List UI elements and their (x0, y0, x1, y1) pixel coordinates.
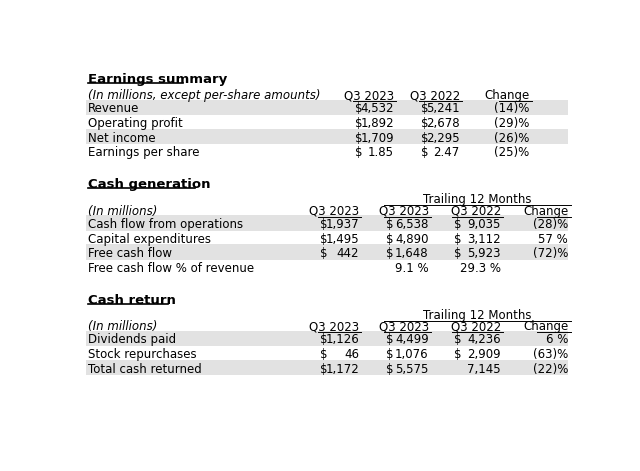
Text: 1,076: 1,076 (395, 348, 429, 361)
Text: (22)%: (22)% (533, 363, 568, 376)
Text: Q3 2022: Q3 2022 (451, 320, 501, 333)
Text: Net income: Net income (88, 131, 156, 145)
Text: Q3 2023: Q3 2023 (344, 89, 394, 102)
Text: Change: Change (523, 205, 568, 218)
Text: $: $ (355, 117, 363, 130)
Text: 1,937: 1,937 (325, 218, 359, 231)
Text: (In millions): (In millions) (88, 320, 157, 333)
Text: Dividends paid: Dividends paid (88, 333, 176, 346)
Text: 9.1 %: 9.1 % (395, 262, 429, 275)
Text: 7,145: 7,145 (467, 363, 501, 376)
Text: Change: Change (484, 89, 529, 102)
Text: $: $ (386, 348, 394, 361)
Text: $: $ (320, 218, 328, 231)
Text: $: $ (355, 102, 363, 115)
Text: (26)%: (26)% (494, 131, 529, 145)
Text: $: $ (454, 233, 462, 245)
Text: 2,678: 2,678 (426, 117, 460, 130)
Text: 1,495: 1,495 (325, 233, 359, 245)
Text: 9,035: 9,035 (467, 218, 501, 231)
Text: $: $ (386, 233, 394, 245)
Text: $: $ (386, 218, 394, 231)
Text: $: $ (320, 363, 328, 376)
Text: Cash generation: Cash generation (88, 178, 211, 191)
Text: Cash flow from operations: Cash flow from operations (88, 218, 243, 231)
Text: $: $ (386, 247, 394, 260)
Text: Trailing 12 Months: Trailing 12 Months (422, 309, 531, 322)
Text: 5,241: 5,241 (426, 102, 460, 115)
Text: (In millions, except per-share amounts): (In millions, except per-share amounts) (88, 89, 320, 102)
Text: 4,499: 4,499 (395, 333, 429, 346)
Text: Capital expenditures: Capital expenditures (88, 233, 211, 245)
Text: $: $ (421, 102, 429, 115)
Text: Total cash returned: Total cash returned (88, 363, 202, 376)
Text: 4,236: 4,236 (467, 333, 501, 346)
Text: (72)%: (72)% (533, 247, 568, 260)
Text: Q3 2023: Q3 2023 (309, 320, 359, 333)
Text: $: $ (454, 247, 462, 260)
Text: 4,532: 4,532 (360, 102, 394, 115)
Text: Q3 2022: Q3 2022 (410, 89, 460, 102)
Text: 6 %: 6 % (546, 333, 568, 346)
Text: Free cash flow: Free cash flow (88, 247, 172, 260)
Text: $: $ (386, 333, 394, 346)
Text: $: $ (320, 333, 328, 346)
Text: Stock repurchases: Stock repurchases (88, 348, 196, 361)
Text: Earnings summary: Earnings summary (88, 73, 227, 86)
Text: Q3 2023: Q3 2023 (309, 205, 359, 218)
Text: 29.3 %: 29.3 % (460, 262, 501, 275)
Text: (29)%: (29)% (494, 117, 529, 130)
Text: $: $ (421, 146, 429, 159)
Text: 1.85: 1.85 (368, 146, 394, 159)
Text: Revenue: Revenue (88, 102, 139, 115)
Text: Cash return: Cash return (88, 294, 175, 307)
Bar (86, 100, 568, 115)
Text: (25)%: (25)% (494, 146, 529, 159)
Text: $: $ (386, 363, 394, 376)
Text: 4,890: 4,890 (396, 233, 429, 245)
Text: 442: 442 (337, 247, 359, 260)
Text: $: $ (355, 131, 363, 145)
Bar (86, 331, 568, 346)
Text: 2.47: 2.47 (433, 146, 460, 159)
Text: $: $ (454, 218, 462, 231)
Text: Q3 2022: Q3 2022 (451, 205, 501, 218)
Text: 2,909: 2,909 (467, 348, 501, 361)
Text: $: $ (355, 146, 363, 159)
Text: $: $ (320, 247, 328, 260)
Bar (86, 215, 568, 230)
Text: (63)%: (63)% (533, 348, 568, 361)
Bar (86, 129, 568, 144)
Text: $: $ (454, 348, 462, 361)
Text: Free cash flow % of revenue: Free cash flow % of revenue (88, 262, 254, 275)
Text: 1,172: 1,172 (325, 363, 359, 376)
Text: 1,892: 1,892 (360, 117, 394, 130)
Text: 57 %: 57 % (538, 233, 568, 245)
Text: Q3 2023: Q3 2023 (379, 320, 429, 333)
Text: 1,126: 1,126 (325, 333, 359, 346)
Text: Earnings per share: Earnings per share (88, 146, 199, 159)
Text: (28)%: (28)% (533, 218, 568, 231)
Bar (86, 244, 568, 260)
Text: Trailing 12 Months: Trailing 12 Months (422, 193, 531, 206)
Text: (In millions): (In millions) (88, 205, 157, 218)
Bar (86, 360, 568, 375)
Text: 1,648: 1,648 (395, 247, 429, 260)
Text: 46: 46 (344, 348, 359, 361)
Text: $: $ (421, 131, 429, 145)
Text: $: $ (320, 233, 328, 245)
Text: 1,709: 1,709 (360, 131, 394, 145)
Text: 3,112: 3,112 (467, 233, 501, 245)
Text: (14)%: (14)% (494, 102, 529, 115)
Text: 2,295: 2,295 (426, 131, 460, 145)
Text: $: $ (320, 348, 328, 361)
Text: Change: Change (523, 320, 568, 333)
Text: $: $ (421, 117, 429, 130)
Text: 6,538: 6,538 (396, 218, 429, 231)
Text: $: $ (454, 333, 462, 346)
Text: Operating profit: Operating profit (88, 117, 182, 130)
Text: Q3 2023: Q3 2023 (379, 205, 429, 218)
Text: 5,575: 5,575 (396, 363, 429, 376)
Text: 5,923: 5,923 (467, 247, 501, 260)
